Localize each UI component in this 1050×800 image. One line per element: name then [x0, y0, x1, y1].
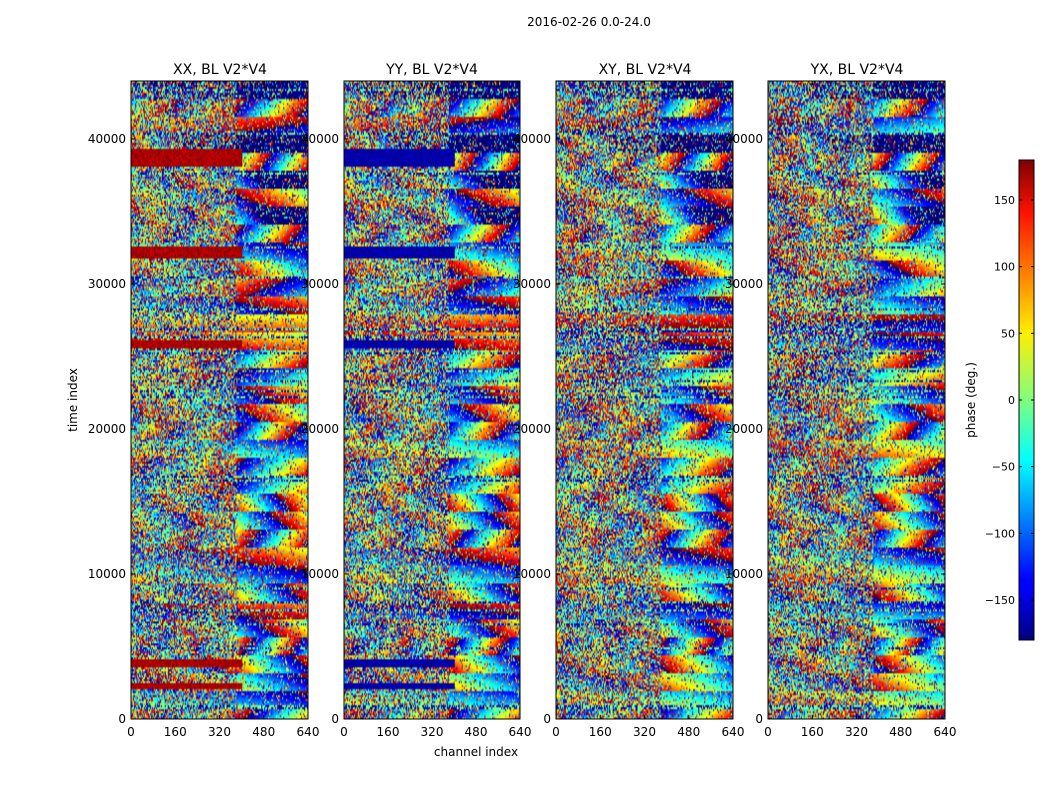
panel-yx: YX, BL V2*V4 0 160 320 480 640 0 10000 20000 30…: [725, 62, 957, 739]
x-tick-label: 640: [722, 725, 745, 739]
y-tick-label: 40000: [725, 132, 763, 146]
y-ticks-yy: 0 10000 20000 30000 40000: [301, 132, 520, 726]
panel-title-yx: YX, BL V2*V4: [810, 62, 904, 78]
x-tick-label: 0: [340, 725, 348, 739]
y-tick-label: 30000: [513, 277, 551, 291]
x-tick-label: 320: [845, 725, 868, 739]
y-tick-label: 40000: [301, 132, 339, 146]
y-tick-label: 30000: [725, 277, 763, 291]
x-tick-label: 480: [252, 725, 275, 739]
y-tick-label: 10000: [725, 567, 763, 581]
x-ticks-yx: 0 160 320 480 640: [764, 81, 956, 739]
x-tick-label: 0: [764, 725, 772, 739]
y-tick-label: 10000: [301, 567, 339, 581]
y-tick-label: 40000: [88, 132, 126, 146]
x-tick-label: 320: [421, 725, 444, 739]
panel-yy: YY, BL V2*V4 0 160 320 480 640 0 10000 20000 30…: [301, 62, 532, 739]
y-axis-label: time index: [66, 368, 80, 432]
y-ticks-yx: 0 10000 20000 30000 40000: [725, 132, 945, 726]
panel-xx: XX, BL V2*V4 0 160 320 480 640 0 10000 20000 30…: [88, 62, 320, 739]
colorbar-tick-label: 0: [1008, 394, 1015, 407]
y-tick-label: 20000: [301, 422, 339, 436]
panel-title-xx: XX, BL V2*V4: [173, 62, 267, 78]
x-tick-label: 480: [465, 725, 488, 739]
heatmap-xx: [131, 81, 308, 719]
colorbar-tick-label: −150: [985, 594, 1015, 607]
y-ticks-xx: 0 10000 20000 30000 40000: [88, 132, 308, 726]
colorbar-label: phase (deg.): [964, 362, 978, 438]
x-axis-label: channel index: [434, 745, 518, 759]
heatmap-yy: [344, 81, 520, 719]
y-tick-label: 30000: [88, 277, 126, 291]
y-tick-label: 10000: [88, 567, 126, 581]
colorbar-tick-label: −50: [992, 461, 1015, 474]
heatmap-xy: [556, 81, 733, 719]
x-tick-label: 640: [509, 725, 532, 739]
x-tick-label: 160: [801, 725, 824, 739]
y-tick-label: 30000: [301, 277, 339, 291]
x-tick-label: 160: [377, 725, 400, 739]
colorbar-tick-label: 50: [1001, 327, 1015, 340]
x-tick-label: 480: [889, 725, 912, 739]
x-tick-label: 160: [164, 725, 187, 739]
x-tick-label: 0: [127, 725, 135, 739]
x-tick-label: 320: [633, 725, 656, 739]
colorbar-tick-label: −100: [985, 527, 1015, 540]
x-ticks-yy: 0 160 320 480 640: [340, 81, 531, 739]
y-tick-label: 20000: [725, 422, 763, 436]
x-tick-label: 640: [934, 725, 957, 739]
x-ticks-xy: 0 160 320 480 640: [552, 81, 744, 739]
panel-title-xy: XY, BL V2*V4: [599, 62, 692, 78]
x-ticks-xx: 0 160 320 480 640: [127, 81, 319, 739]
y-tick-label: 10000: [513, 567, 551, 581]
x-tick-label: 0: [552, 725, 560, 739]
panel-xy: XY, BL V2*V4 0 160 320 480 640 0 10000 20000 30…: [513, 62, 745, 739]
x-tick-label: 640: [297, 725, 320, 739]
colorbar: −150 −100 −50 0 50 100 150 phase (deg.): [964, 159, 1035, 641]
y-tick-label: 40000: [513, 132, 551, 146]
heatmap-yx: [768, 81, 945, 719]
x-tick-label: 160: [589, 725, 612, 739]
y-tick-label: 20000: [88, 422, 126, 436]
y-tick-label: 0: [331, 712, 339, 726]
y-tick-label: 0: [543, 712, 551, 726]
colorbar-ticks: −150 −100 −50 0 50 100 150: [985, 194, 1034, 607]
y-tick-label: 20000: [513, 422, 551, 436]
x-tick-label: 320: [208, 725, 231, 739]
colorbar-tick-label: 100: [994, 261, 1015, 274]
figure-title: 2016-02-26 0.0-24.0: [527, 15, 651, 29]
y-ticks-xy: 0 10000 20000 30000 40000: [513, 132, 733, 726]
y-tick-label: 0: [755, 712, 763, 726]
colorbar-tick-label: 150: [994, 194, 1015, 207]
x-tick-label: 480: [677, 725, 700, 739]
y-tick-label: 0: [118, 712, 126, 726]
panel-title-yy: YY, BL V2*V4: [385, 62, 478, 78]
